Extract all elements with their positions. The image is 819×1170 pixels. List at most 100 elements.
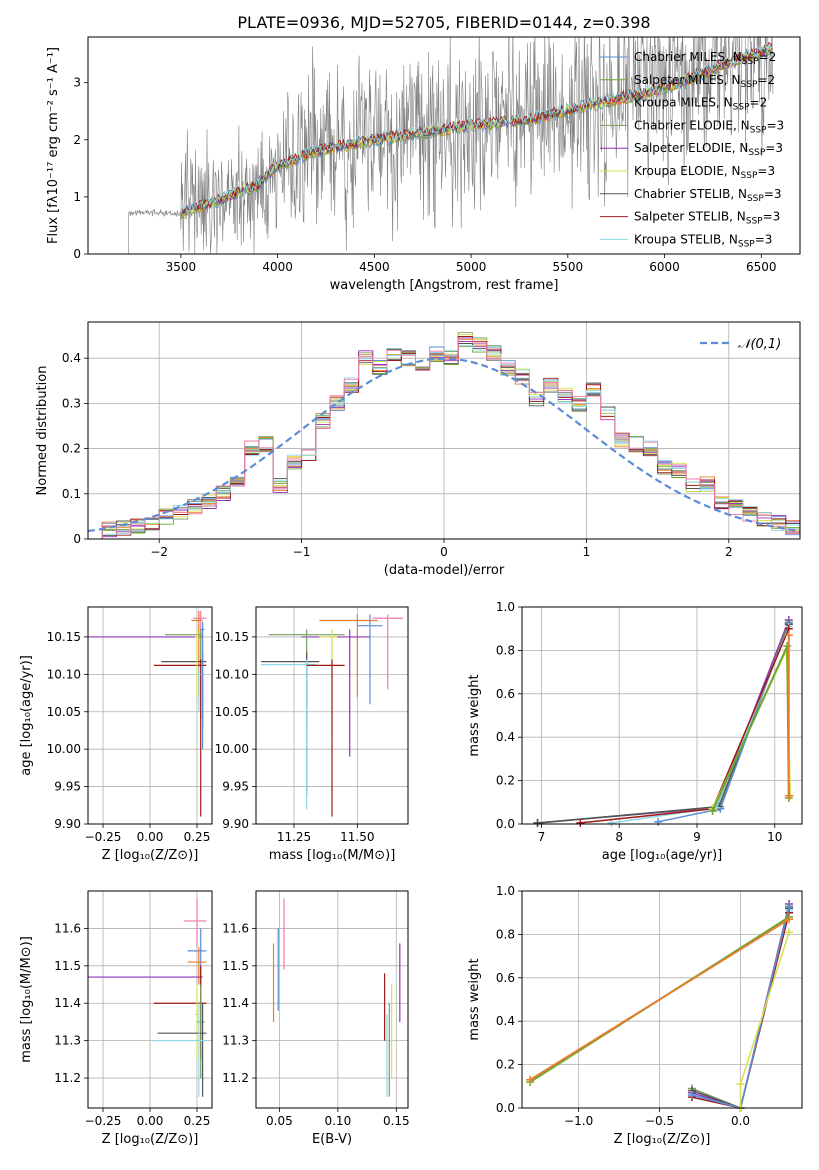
y-tick-label: 0.3 (62, 396, 81, 410)
x-tick-label: 6500 (746, 260, 777, 274)
point-8 (196, 666, 201, 712)
x-axis-label: Z [log₁₀(Z/Z⊙)] (614, 1132, 711, 1147)
point-5 (319, 629, 338, 735)
series-marker (687, 1090, 696, 1099)
model-spectrum-8 (180, 43, 773, 216)
legend-tail: =3 (757, 164, 775, 178)
series-marker (576, 818, 585, 827)
x-tick-label: 0.05 (266, 1114, 293, 1128)
y-tick-label: 0.4 (496, 1014, 515, 1028)
axes-frame (87, 36, 801, 255)
observed-spectrum (128, 37, 774, 254)
mass-vs-metallicity-panel: −0.25 0.00 0.25 11.2 11.3 11.4 11.5 11.6 Z [log₁… (19, 890, 213, 1147)
series-marker (785, 928, 794, 937)
y-tick-label: 0.1 (62, 487, 81, 501)
point-1 (319, 614, 378, 697)
axes-frame (87, 890, 213, 1109)
point-0 (372, 614, 403, 690)
age-vs-metallicity-panel: −0.25 0.00 0.25 9.90 9.95 10.00 10.05 10.10 10.1… (19, 606, 213, 863)
legend-sub: SSP (733, 103, 750, 113)
normal-curve (87, 357, 801, 533)
legend-sub: SSP (741, 80, 758, 90)
legend-sub: SSP (750, 125, 767, 135)
x-tick-label: 8 (615, 830, 623, 844)
legend-entry: Chabrier ELODIE, NSSP=3 (634, 118, 784, 135)
y-tick-label: 2 (73, 133, 81, 147)
series-line-5 (580, 628, 790, 824)
x-axis-label: mass [log₁₀(M/M⊙)] (269, 848, 396, 863)
x-tick-label: 9 (693, 830, 701, 844)
y-tick-label: 11.2 (54, 1071, 81, 1085)
y-tick-label: 1 (73, 190, 81, 204)
residual-histogram-panel: −2 −1 0 1 2 0 0.1 0.2 0.3 0.4 (data-model)/error No… (35, 321, 801, 578)
point-7 (200, 621, 205, 750)
x-tick-label: 1 (583, 545, 591, 559)
legend-tail: =3 (766, 118, 784, 132)
y-tick-label: 0.6 (496, 971, 515, 985)
point-3 (301, 629, 370, 757)
y-tick-label: 9.95 (222, 780, 249, 794)
point-2 (357, 614, 383, 705)
series-marker (785, 903, 794, 912)
x-tick-label: −2 (150, 545, 168, 559)
axes-frame (87, 321, 801, 540)
x-tick-label: 6000 (649, 260, 680, 274)
y-tick-label: 11.2 (222, 1071, 249, 1085)
y-tick-label: 10.05 (215, 705, 249, 719)
model-spectrum-7 (180, 41, 773, 216)
y-tick-label: 1.0 (496, 600, 515, 614)
legend-entry: Chabrier MILES, NSSP=2 (634, 50, 776, 67)
x-tick-label: 0 (440, 545, 448, 559)
y-tick-label: 0.8 (496, 643, 515, 657)
x-tick-label: 0.25 (184, 1114, 211, 1128)
y-tick-label: 10.15 (215, 630, 249, 644)
y-tick-label: 9.90 (54, 817, 81, 831)
y-tick-label: 9.90 (222, 817, 249, 831)
x-tick-label: 11.25 (277, 830, 311, 844)
y-axis-label: age [log₁₀(age/yr)] (19, 655, 34, 776)
series-marker (654, 817, 663, 826)
y-tick-label: 10.15 (47, 630, 81, 644)
y-tick-label: 0 (73, 532, 81, 546)
point-0 (183, 898, 207, 948)
massweight-vs-age-panel: 7 8 9 10 0.0 0.2 0.4 0.6 0.8 1.0 age [log₁₀(age/yr… (467, 600, 803, 863)
x-tick-label: 3500 (166, 260, 197, 274)
y-axis-label: mass weight (467, 674, 482, 756)
y-tick-label: 1.0 (496, 884, 515, 898)
legend-tail: =3 (764, 187, 782, 201)
y-tick-label: 11.3 (54, 1034, 81, 1048)
legend-tail: =3 (755, 232, 773, 246)
legend-entry: Chabrier STELIB, NSSP=3 (634, 187, 782, 204)
y-tick-label: 0.4 (496, 730, 515, 744)
x-tick-label: 0.00 (137, 1114, 164, 1128)
x-tick-label: 0.25 (184, 830, 211, 844)
legend-sub: SSP (746, 217, 763, 227)
series-marker (533, 819, 542, 828)
age-vs-mass-panel: 11.25 11.50 9.90 9.95 10.00 10.05 10.10 10.15 ma… (215, 606, 409, 863)
legend-entry: Salpeter MILES, NSSP=2 (634, 73, 775, 90)
x-tick-label: −1 (293, 545, 311, 559)
y-tick-label: 9.95 (54, 780, 81, 794)
y-tick-label: 11.6 (54, 921, 81, 935)
y-tick-label: 0.2 (496, 774, 515, 788)
y-tick-label: 11.6 (222, 921, 249, 935)
point-5 (153, 659, 207, 817)
legend-entry: Kroupa STELIB, NSSP=3 (634, 232, 772, 249)
massweight-vs-metallicity-panel: −1.0 −0.5 0.0 0.0 0.2 0.4 0.6 0.8 1.0 Z [log₁₀(Z/… (467, 884, 803, 1147)
x-tick-label: −0.25 (85, 1114, 122, 1128)
x-tick-label: 0.0 (731, 1114, 750, 1128)
x-tick-label: 10 (767, 830, 782, 844)
point-7 (261, 659, 317, 810)
y-axis-label: Normed distribution (35, 366, 50, 496)
axes-frame (255, 606, 409, 825)
y-axis-label: mass weight (467, 958, 482, 1040)
x-tick-label: 5500 (553, 260, 584, 274)
series-marker (708, 806, 717, 815)
point-6 (195, 629, 199, 697)
x-tick-label: 0.15 (383, 1114, 410, 1128)
y-tick-label: 10.10 (47, 667, 81, 681)
y-tick-label: 11.3 (222, 1034, 249, 1048)
legend-sub: SSP (741, 171, 758, 181)
series-line-4 (611, 626, 790, 824)
